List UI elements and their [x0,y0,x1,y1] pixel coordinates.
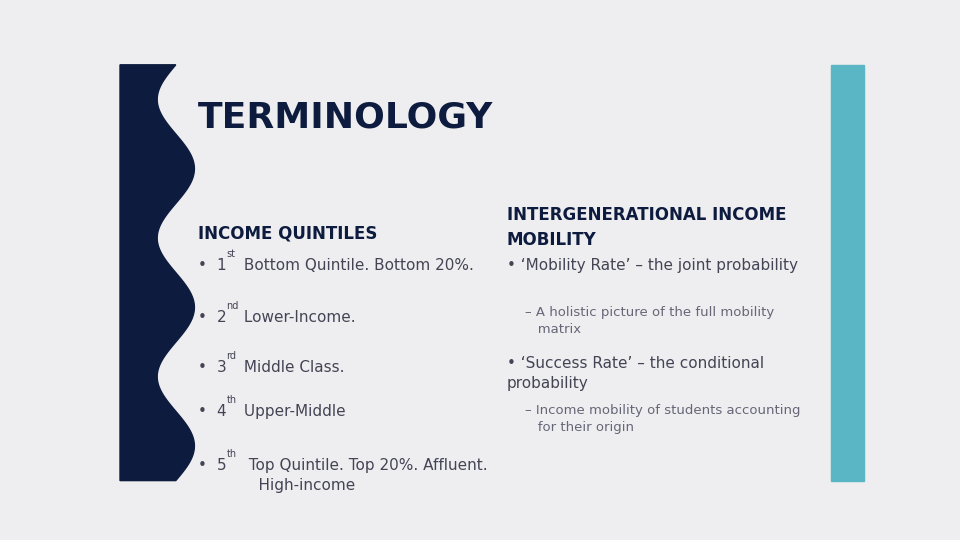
Text: 1: 1 [217,258,227,273]
Text: th: th [227,449,236,458]
Text: •: • [198,458,207,472]
Text: Top Quintile. Top 20%. Affluent.
    High-income: Top Quintile. Top 20%. Affluent. High-in… [239,458,488,492]
Text: 5: 5 [217,458,227,472]
Text: Bottom Quintile. Bottom 20%.: Bottom Quintile. Bottom 20%. [239,258,474,273]
Text: TERMINOLOGY: TERMINOLOGY [198,100,493,134]
Text: INCOME QUINTILES: INCOME QUINTILES [198,225,377,243]
Text: Middle Class.: Middle Class. [239,360,345,375]
Text: Upper-Middle: Upper-Middle [239,404,346,418]
Text: •: • [198,258,207,273]
Polygon shape [120,65,194,481]
Text: Lower-Income.: Lower-Income. [239,310,355,325]
Text: • ‘Success Rate’ – the conditional
probability: • ‘Success Rate’ – the conditional proba… [507,356,764,390]
Text: 2: 2 [217,310,227,325]
Text: st: st [227,249,235,259]
Text: 3: 3 [217,360,227,375]
Text: •: • [198,360,207,375]
Text: nd: nd [227,301,239,311]
Text: – A holistic picture of the full mobility
   matrix: – A holistic picture of the full mobilit… [525,306,775,336]
Text: INTERGENERATIONAL INCOME
MOBILITY: INTERGENERATIONAL INCOME MOBILITY [507,206,786,249]
Text: •: • [198,310,207,325]
Text: 4: 4 [217,404,227,418]
Text: • ‘Mobility Rate’ – the joint probability: • ‘Mobility Rate’ – the joint probabilit… [507,258,798,273]
Text: •: • [198,404,207,418]
Polygon shape [830,65,864,481]
Text: rd: rd [227,351,236,361]
Text: th: th [227,395,236,404]
Text: – Income mobility of students accounting
   for their origin: – Income mobility of students accounting… [525,404,801,434]
